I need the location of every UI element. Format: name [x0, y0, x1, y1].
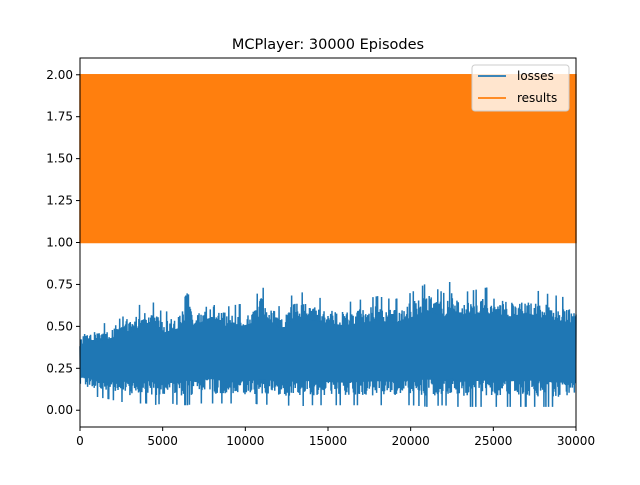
legend: losses results	[471, 64, 570, 112]
legend-label-results: results	[517, 91, 557, 105]
losses-series	[79, 281, 577, 407]
legend-label-losses: losses	[517, 69, 554, 83]
y-tick-label: 1.25	[46, 194, 73, 208]
x-tick-label: 25000	[474, 434, 512, 448]
x-tick-label: 5000	[147, 434, 178, 448]
y-tick-label: 0.50	[46, 319, 73, 333]
y-tick-label: 2.00	[46, 68, 73, 82]
y-tick-label: 1.50	[46, 152, 73, 166]
chart-title: MCPlayer: 30000 Episodes	[232, 37, 424, 53]
y-tick-label: 0.00	[46, 403, 73, 417]
y-tick-label: 1.00	[46, 236, 73, 250]
y-tick-label: 0.75	[46, 277, 73, 291]
x-tick-label: 30000	[557, 434, 595, 448]
x-tick-label: 0	[76, 434, 84, 448]
x-tick-label: 10000	[226, 434, 264, 448]
y-tick-label: 1.75	[46, 110, 73, 124]
plot-area	[79, 74, 577, 407]
axes: 0 5000 10000 15000 20000 25000 30000 0.00 0.25 0.…	[46, 57, 595, 448]
losses-band-core	[80, 306, 576, 384]
x-tick-label: 20000	[392, 434, 430, 448]
y-tick-label: 0.25	[46, 361, 73, 375]
x-tick-label: 15000	[309, 434, 347, 448]
